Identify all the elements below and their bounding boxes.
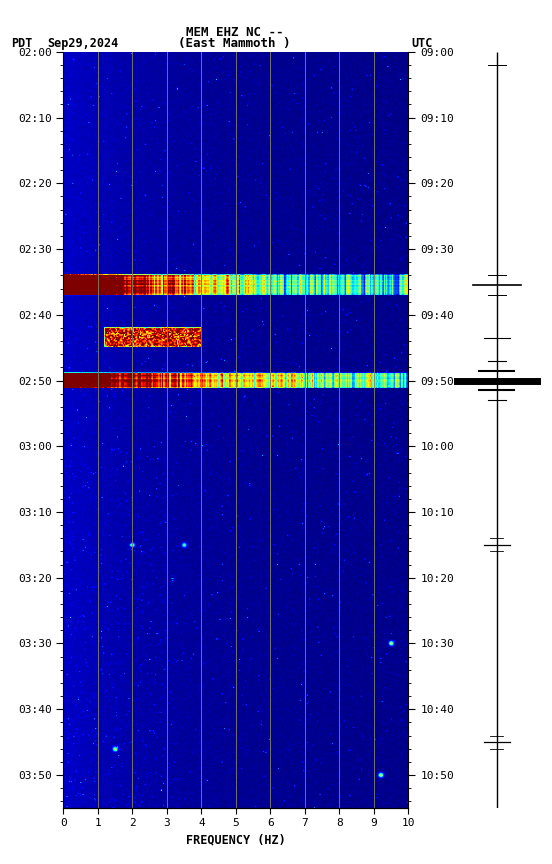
- Text: (East Mammoth ): (East Mammoth ): [178, 37, 291, 50]
- Text: PDT: PDT: [11, 37, 33, 50]
- Text: MEM EHZ NC --: MEM EHZ NC --: [186, 26, 283, 39]
- Text: UTC: UTC: [411, 37, 433, 50]
- X-axis label: FREQUENCY (HZ): FREQUENCY (HZ): [186, 834, 286, 847]
- Text: Sep29,2024: Sep29,2024: [47, 37, 118, 50]
